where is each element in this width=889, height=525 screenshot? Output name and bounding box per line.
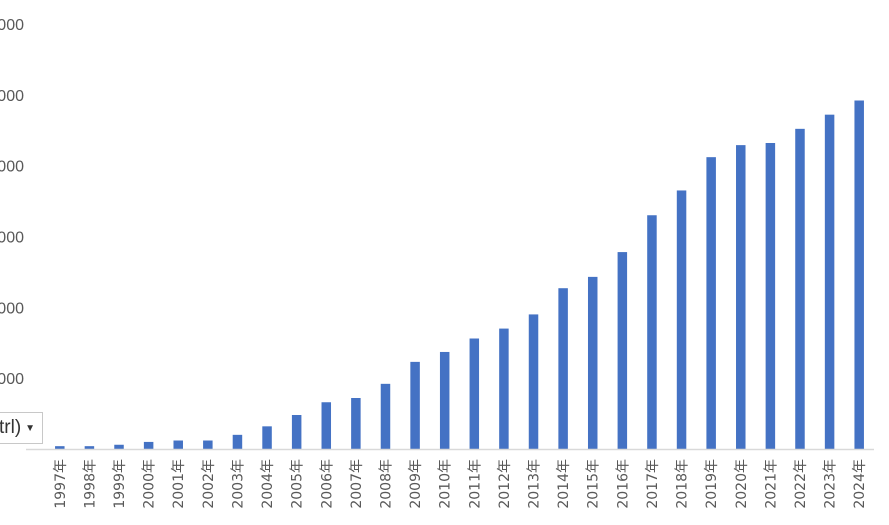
x-tick-label: 2006年 bbox=[319, 459, 335, 509]
bar bbox=[410, 361, 420, 449]
bar bbox=[439, 351, 450, 449]
x-tick-label: 2002年 bbox=[201, 459, 217, 509]
x-tick-label: 2001年 bbox=[171, 459, 187, 509]
x-tick-label: 2016年 bbox=[615, 459, 631, 509]
bar bbox=[676, 190, 687, 450]
bar bbox=[114, 444, 124, 449]
bar bbox=[706, 157, 716, 449]
bar bbox=[469, 338, 480, 449]
bar bbox=[647, 215, 657, 449]
x-axis-ticks: 1997年 1998年 1999年 2000年 2001年 2002年 2003年 2004年… bbox=[53, 459, 868, 509]
x-tick-label: 1997年 bbox=[53, 459, 69, 509]
bar bbox=[203, 440, 213, 449]
x-tick-label: 2014年 bbox=[556, 459, 572, 509]
x-tick-label: 2018年 bbox=[675, 459, 691, 509]
x-tick-label: 2008年 bbox=[378, 459, 394, 509]
y-tick-label: 000 bbox=[0, 17, 24, 34]
x-tick-label: 1999年 bbox=[112, 459, 128, 509]
bar bbox=[351, 398, 361, 449]
bar bbox=[558, 288, 568, 449]
bar bbox=[262, 426, 272, 449]
bar bbox=[173, 440, 183, 449]
x-tick-label: 2013年 bbox=[527, 459, 543, 509]
bar bbox=[291, 415, 302, 449]
x-tick-label: 2023年 bbox=[823, 459, 839, 509]
bar bbox=[321, 402, 332, 449]
bar bbox=[499, 328, 509, 449]
y-tick-label: 000 bbox=[0, 88, 24, 105]
x-tick-label: 2022年 bbox=[793, 459, 809, 509]
x-tick-label: 2004年 bbox=[260, 459, 276, 509]
bar bbox=[232, 434, 243, 449]
x-tick-label: 2020年 bbox=[734, 459, 750, 509]
bar bbox=[143, 441, 154, 449]
y-tick-label: 000 bbox=[0, 300, 24, 317]
x-tick-label: 1998年 bbox=[82, 459, 98, 509]
bar bbox=[736, 145, 746, 449]
x-tick-label: 2010年 bbox=[438, 459, 454, 509]
y-axis-ticks: 000 000 000 000 000 000 bbox=[0, 17, 24, 388]
bar bbox=[55, 446, 65, 449]
bar bbox=[84, 446, 95, 449]
chevron-down-icon: ▼ bbox=[25, 422, 36, 434]
y-tick-label: 000 bbox=[0, 371, 24, 388]
y-tick-label: 000 bbox=[0, 159, 24, 176]
x-tick-label: 2021年 bbox=[763, 459, 779, 509]
bar bbox=[795, 128, 805, 450]
x-tick-label: 2012年 bbox=[497, 459, 513, 509]
bar bbox=[824, 114, 835, 450]
x-tick-label: 2015年 bbox=[586, 459, 602, 509]
bars bbox=[55, 100, 864, 450]
x-tick-label: 2011年 bbox=[467, 459, 483, 509]
bar bbox=[587, 276, 598, 449]
bar bbox=[528, 314, 539, 449]
x-tick-label: 2024年 bbox=[852, 459, 868, 509]
x-tick-label: 2005年 bbox=[290, 459, 306, 509]
x-tick-label: 2003年 bbox=[230, 459, 246, 509]
x-tick-label: 2000年 bbox=[142, 459, 158, 509]
bar bbox=[854, 100, 864, 449]
x-tick-label: 2007年 bbox=[349, 459, 365, 509]
bar bbox=[617, 252, 628, 449]
y-tick-label: 000 bbox=[0, 230, 24, 247]
paste-options-button[interactable]: trl) ▼ bbox=[0, 412, 43, 444]
x-tick-label: 2009年 bbox=[408, 459, 424, 509]
paste-options-label: trl) bbox=[0, 417, 22, 438]
bar bbox=[765, 143, 776, 449]
x-tick-label: 2019年 bbox=[704, 459, 720, 509]
x-tick-label: 2017年 bbox=[645, 459, 661, 509]
bar bbox=[380, 383, 391, 449]
